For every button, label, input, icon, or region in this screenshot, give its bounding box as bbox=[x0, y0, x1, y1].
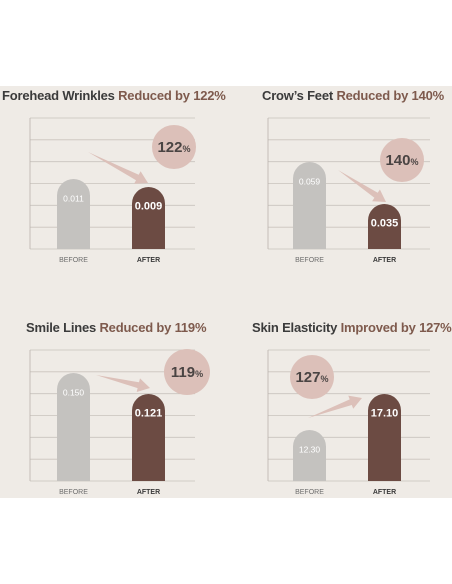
badge-number: 119 bbox=[171, 364, 195, 381]
panel-title: Skin Elasticity Improved by 127% bbox=[252, 320, 452, 335]
panel-title: Crow’s Feet Reduced by 140% bbox=[262, 88, 444, 103]
panel-title-main: Skin Elasticity bbox=[252, 320, 338, 335]
badge-number: 140 bbox=[385, 152, 410, 169]
category-label-after: AFTER bbox=[137, 257, 160, 264]
percent-badge bbox=[164, 349, 210, 395]
badge-value: 119% bbox=[171, 364, 203, 381]
panel-title-accent: Reduced by 140% bbox=[336, 88, 444, 103]
badge-number: 127 bbox=[295, 369, 320, 386]
category-label-after: AFTER bbox=[137, 489, 160, 496]
bar-after bbox=[368, 394, 401, 481]
data-label-before: 0.011 bbox=[63, 194, 84, 204]
badge-unit: % bbox=[411, 157, 419, 167]
category-label-before: BEFORE bbox=[295, 257, 324, 264]
bar-before bbox=[57, 179, 90, 249]
bar-before bbox=[293, 430, 326, 481]
panel-title: Smile Lines Reduced by 119% bbox=[26, 320, 207, 335]
percent-badge bbox=[290, 355, 334, 399]
data-label-after: 0.009 bbox=[135, 201, 163, 213]
category-label-before: BEFORE bbox=[59, 489, 88, 496]
bar-after bbox=[132, 394, 165, 481]
badge-value: 122% bbox=[157, 139, 190, 156]
category-label-after: AFTER bbox=[373, 257, 396, 264]
category-label-after: AFTER bbox=[373, 489, 396, 496]
arrow-down-icon bbox=[338, 170, 386, 202]
arrow-down-icon bbox=[96, 375, 150, 392]
arrow-up-icon bbox=[308, 395, 362, 418]
panel-title-accent: Improved by 127% bbox=[340, 320, 452, 335]
panel-title-accent: Reduced by 119% bbox=[99, 320, 207, 335]
bar-after bbox=[132, 187, 165, 249]
bar-after bbox=[368, 204, 401, 249]
data-label-after: 0.121 bbox=[135, 408, 163, 420]
data-label-before: 12.30 bbox=[299, 445, 321, 455]
percent-badge bbox=[380, 138, 424, 182]
panel-title-main: Smile Lines bbox=[26, 320, 97, 335]
data-label-before: 0.059 bbox=[299, 177, 321, 187]
panel-title: Forehead Wrinkles Reduced by 122% bbox=[2, 88, 226, 103]
badge-unit: % bbox=[321, 374, 329, 384]
data-label-before: 0.150 bbox=[63, 388, 85, 398]
arrow-down-icon bbox=[88, 152, 148, 184]
panel-title-main: Forehead Wrinkles bbox=[2, 88, 115, 103]
badge-unit: % bbox=[195, 369, 203, 379]
badge-unit: % bbox=[183, 144, 191, 154]
bar-before bbox=[57, 373, 90, 481]
badge-number: 122 bbox=[157, 139, 182, 156]
bar-before bbox=[293, 162, 326, 249]
data-label-after: 17.10 bbox=[371, 408, 399, 420]
badge-value: 140% bbox=[385, 152, 418, 169]
category-label-before: BEFORE bbox=[59, 257, 88, 264]
data-label-after: 0.035 bbox=[371, 218, 399, 230]
panel-title-accent: Reduced by 122% bbox=[118, 88, 226, 103]
category-label-before: BEFORE bbox=[295, 489, 324, 496]
panel-title-main: Crow’s Feet bbox=[262, 88, 334, 103]
badge-value: 127% bbox=[295, 369, 328, 386]
percent-badge bbox=[152, 125, 196, 169]
